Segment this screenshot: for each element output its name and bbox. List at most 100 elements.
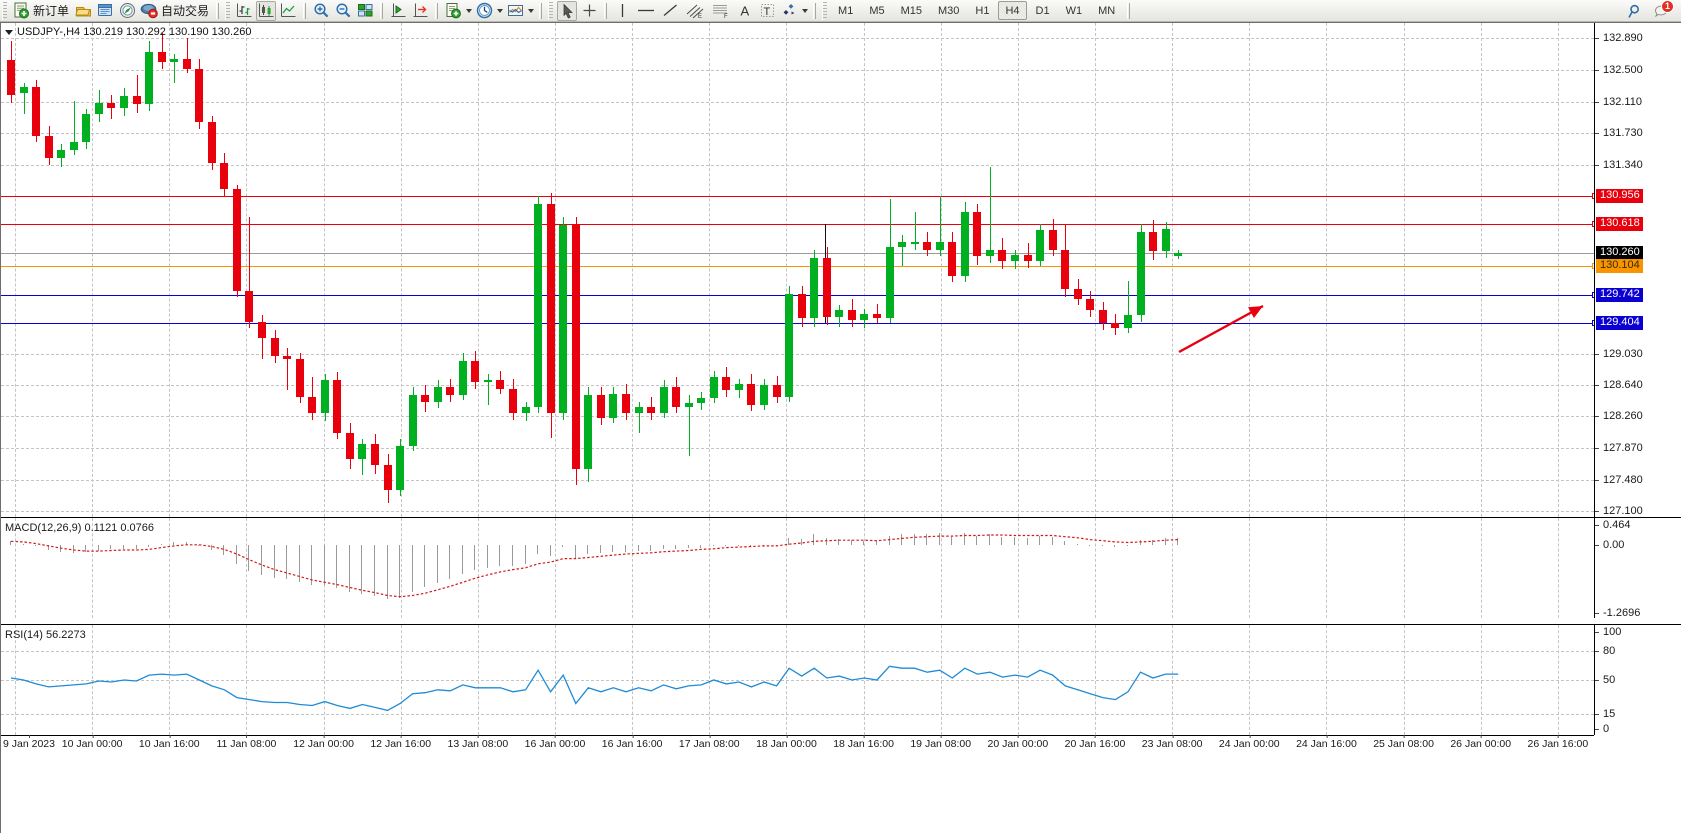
fibonacci-retracement-tool-button[interactable]: F <box>709 1 733 21</box>
price-level-label[interactable]: 130.104 <box>1596 258 1643 273</box>
macd-histogram-bar <box>411 544 413 593</box>
bar-chart-button[interactable] <box>234 1 254 21</box>
tile-windows-button[interactable] <box>355 1 375 21</box>
chart-menu-caret-icon[interactable] <box>5 29 13 35</box>
price-level-label[interactable]: 129.742 <box>1596 288 1643 303</box>
new-order-label[interactable]: 新订单 <box>33 3 70 18</box>
timeframe-w1[interactable]: W1 <box>1065 5 1083 17</box>
macd-pane[interactable]: 0.464 0.00 -1.2696 MACD(12,26,9) 0.1121 0.… <box>1 517 1681 619</box>
candle-body <box>1011 254 1019 262</box>
equidistant-channel-tool-button[interactable]: E <box>683 1 707 21</box>
rsi-plot-area[interactable] <box>1 625 1594 735</box>
candle-body <box>1086 298 1095 311</box>
time-axis[interactable]: 9 Jan 2023 10 Jan 00:00 10 Jan 16:00 11 Jan… <box>1 735 1594 752</box>
candle-body <box>245 290 254 322</box>
grid-line-vertical <box>323 23 325 517</box>
toolbar-separator-2 <box>303 2 307 19</box>
timeframe-d1[interactable]: D1 <box>1035 5 1050 17</box>
macd-histogram-bar <box>549 544 551 557</box>
price-level-label[interactable]: 130.956 <box>1596 189 1643 204</box>
new-chart-dropdown-arrow[interactable] <box>464 2 473 20</box>
trendline-tool-button[interactable] <box>660 1 681 21</box>
draw-tools-grip[interactable] <box>548 1 554 20</box>
period-separator-button[interactable] <box>474 1 494 21</box>
timeframe-mn[interactable]: MN <box>1098 5 1116 17</box>
level-line-handle[interactable] <box>1592 220 1594 227</box>
candlestick-chart-button[interactable] <box>256 0 277 21</box>
macd-axis[interactable]: 0.464 0.00 -1.2696 <box>1594 518 1681 619</box>
rsi-pane[interactable]: 100 80 50 15 0 RSI(14) 56.2273 <box>1 624 1681 735</box>
text-tool-button[interactable]: A <box>735 1 755 21</box>
timeframe-m5[interactable]: M5 <box>869 5 885 17</box>
autotrading-label[interactable]: 自动交易 <box>161 3 210 18</box>
candle-body <box>1149 231 1158 252</box>
cursor-tool-button[interactable] <box>557 0 578 21</box>
arrows-tool-button[interactable] <box>779 1 799 21</box>
candle-wick <box>174 53 176 84</box>
autotrading-button[interactable] <box>139 1 159 21</box>
timeframe-m1[interactable]: M1 <box>838 5 854 17</box>
arrows-dropdown-arrow[interactable] <box>800 2 809 20</box>
timeframe-m15[interactable]: M15 <box>900 5 922 17</box>
toolbar-grip[interactable] <box>2 1 7 20</box>
candle-body <box>747 383 756 405</box>
price-plot-area[interactable] <box>1 23 1594 517</box>
timeframe-h1[interactable]: H1 <box>975 5 990 17</box>
candle-body <box>621 393 630 414</box>
timeframe-h4[interactable]: H4 <box>998 1 1027 20</box>
price-level-label[interactable]: 129.404 <box>1596 315 1643 330</box>
svg-text:E: E <box>698 14 702 19</box>
candle-body <box>810 257 819 319</box>
macd-plot-area[interactable] <box>1 518 1594 618</box>
macd-histogram-bar <box>537 544 539 554</box>
new-chart-button[interactable] <box>443 1 463 21</box>
level-line-handle[interactable] <box>1592 193 1594 200</box>
candle-body <box>383 465 392 490</box>
level-line-handle[interactable] <box>1592 319 1594 326</box>
price-pane[interactable]: 132.890 132.500 132.110 131.730 131.340 130.9… <box>1 23 1681 517</box>
macd-axis-tick: 0.00 <box>1595 539 1624 551</box>
price-axis[interactable]: 132.890 132.500 132.110 131.730 131.340 130.9… <box>1594 23 1681 517</box>
text-label-tool-button[interactable]: T <box>757 1 777 21</box>
indicators-button[interactable] <box>505 1 525 21</box>
new-order-button[interactable] <box>11 1 31 21</box>
price-axis-tick: 131.340 <box>1595 159 1643 171</box>
timeframe-grip[interactable] <box>822 1 828 20</box>
vertical-line-tool-button[interactable] <box>612 1 632 21</box>
zoom-out-button[interactable] <box>333 1 353 21</box>
timeframe-m30[interactable]: M30 <box>938 5 960 17</box>
rsi-axis[interactable]: 100 80 50 15 0 <box>1594 625 1681 735</box>
zoom-in-button[interactable] <box>311 1 331 21</box>
level-line-stroke <box>1 322 1594 324</box>
candle-body <box>772 385 781 397</box>
search-button[interactable] <box>1626 1 1646 21</box>
candle-body <box>885 246 894 319</box>
line-chart-button[interactable] <box>278 1 298 21</box>
svg-text:A: A <box>740 4 749 19</box>
candle-body <box>1036 230 1045 262</box>
navigator-button[interactable] <box>117 1 137 21</box>
chart-shift-button[interactable] <box>388 1 408 21</box>
grid-line-horizontal <box>1 385 1594 387</box>
notifications-button[interactable]: 1 <box>1653 0 1674 21</box>
chart-window[interactable]: 132.890 132.500 132.110 131.730 131.340 130.9… <box>0 22 1681 833</box>
period-dropdown-arrow[interactable] <box>495 2 504 20</box>
candle-wick <box>1127 280 1129 334</box>
chart-autoscroll-button[interactable] <box>410 1 430 21</box>
current-price-label[interactable]: 130.260 <box>1596 246 1643 261</box>
macd-histogram-bar <box>311 544 313 586</box>
price-level-label[interactable]: 130.618 <box>1596 216 1643 231</box>
crosshair-tool-button[interactable] <box>579 1 599 21</box>
macd-histogram-bar <box>1026 537 1028 545</box>
terminal-button[interactable] <box>95 1 115 21</box>
horizontal-line-tool-button[interactable] <box>634 1 658 21</box>
macd-histogram-bar <box>524 544 526 565</box>
indicators-dropdown-arrow[interactable] <box>526 2 535 20</box>
metaeditor-button[interactable] <box>73 1 93 21</box>
level-line-handle[interactable] <box>1592 262 1594 269</box>
candle-body <box>684 403 693 407</box>
level-line-handle[interactable] <box>1592 292 1594 299</box>
chart-tools-grip[interactable] <box>225 1 231 20</box>
candle-body <box>722 377 731 391</box>
macd-histogram-bar <box>863 540 865 545</box>
